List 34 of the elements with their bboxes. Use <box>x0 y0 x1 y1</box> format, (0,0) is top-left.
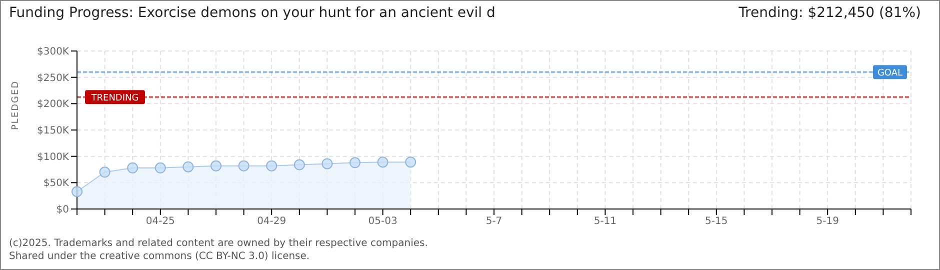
chart-subtitle: Trending: $212,450 (81%) <box>738 5 921 21</box>
y-tick-label: $50K <box>43 178 70 190</box>
point <box>210 160 222 172</box>
y-tick-label: $100K <box>36 152 70 163</box>
text: (c)2025. Trademarks and related content are owned by their respective companies. <box>9 237 428 250</box>
x-tick-label: 5-11 <box>594 216 617 228</box>
y-tick-label: $0 <box>56 204 69 216</box>
point <box>154 162 166 174</box>
point <box>182 161 194 172</box>
x-tick-label: 5-15 <box>705 216 728 228</box>
y-tick-label: $150K <box>36 126 70 137</box>
point <box>377 156 388 168</box>
point <box>266 160 278 172</box>
point <box>72 186 82 198</box>
y-axis-title: PLEDGED <box>11 80 22 130</box>
y-tick-label: $300K <box>36 46 70 58</box>
x-tick-label: 04-25 <box>146 216 175 228</box>
point <box>238 160 250 172</box>
point <box>127 162 138 174</box>
point <box>350 157 360 168</box>
point <box>405 156 416 168</box>
point <box>99 166 110 178</box>
point <box>322 158 333 170</box>
ref-line-label: TRENDING <box>90 94 139 104</box>
y-tick-label: $250K <box>36 72 70 84</box>
x-tick-label: 05-03 <box>368 216 398 228</box>
y-tick-label: $200K <box>36 99 70 110</box>
x-tick-label: 5-19 <box>816 216 839 228</box>
ref-line-label: GOAL <box>877 68 903 79</box>
point <box>294 159 305 170</box>
x-tick-label: 04-29 <box>257 216 286 228</box>
chart-title: Funding Progress: Exorcise demons on your hunt for an ancient evil d <box>9 5 496 21</box>
text: Shared under the creative commons (CC BY-NC 3.0) license. <box>9 250 311 263</box>
x-tick-label: 5-7 <box>486 216 502 228</box>
